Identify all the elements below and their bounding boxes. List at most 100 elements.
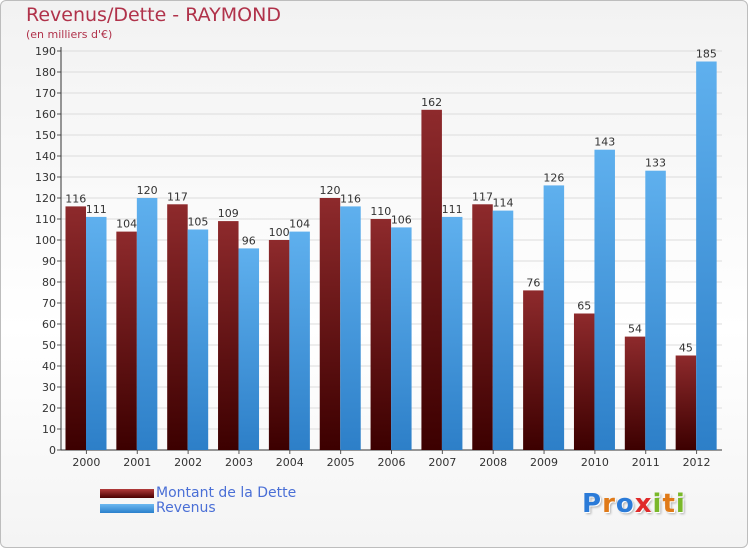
data-label-dette-2004: 100 xyxy=(269,226,290,239)
x-tick-label-2008: 2008 xyxy=(479,456,507,469)
legend-item-dette: Montant de la Dette xyxy=(100,486,296,501)
data-label-dette-2002: 117 xyxy=(167,190,188,203)
bar-revenus-2002 xyxy=(187,229,209,450)
x-tick-label-2005: 2005 xyxy=(327,456,355,469)
data-label-revenus-2006: 106 xyxy=(391,213,412,226)
data-label-dette-2010: 65 xyxy=(577,300,591,313)
bar-revenus-2008 xyxy=(492,210,514,450)
logo-letter: t xyxy=(662,489,676,519)
bar-revenus-2011 xyxy=(645,170,666,450)
x-tick-label-2007: 2007 xyxy=(428,456,456,469)
legend-item-revenus: Revenus xyxy=(100,501,296,516)
y-tick-label: 170 xyxy=(35,87,56,100)
x-tick-label-2006: 2006 xyxy=(378,456,406,469)
y-tick-label: 60 xyxy=(42,318,56,331)
data-label-revenus-2002: 105 xyxy=(187,216,208,229)
x-tick-label-2003: 2003 xyxy=(225,456,253,469)
bar-revenus-2004 xyxy=(289,231,310,450)
bar-dette-2001 xyxy=(116,231,137,450)
y-tick-label: 30 xyxy=(42,381,56,394)
data-label-revenus-2009: 126 xyxy=(543,171,564,184)
data-label-revenus-2008: 114 xyxy=(493,197,514,210)
bar-dette-2008 xyxy=(472,204,493,450)
legend-swatch-dette xyxy=(100,489,154,498)
logo-letter: P xyxy=(582,489,603,519)
bar-dette-2002 xyxy=(167,204,188,450)
data-label-dette-2011: 54 xyxy=(628,323,642,336)
y-tick-label: 70 xyxy=(42,297,56,310)
data-label-dette-2009: 76 xyxy=(526,276,540,289)
legend-label-revenus: Revenus xyxy=(156,500,216,516)
x-tick-label-2011: 2011 xyxy=(632,456,660,469)
data-label-revenus-2012: 185 xyxy=(696,48,717,61)
chart-title: Revenus/Dette - RAYMOND xyxy=(26,4,281,26)
y-tick-label: 80 xyxy=(42,276,56,289)
x-tick-label-2002: 2002 xyxy=(174,456,202,469)
bar-dette-2010 xyxy=(573,313,595,450)
data-label-revenus-2001: 120 xyxy=(137,184,158,197)
x-tick-label-2009: 2009 xyxy=(530,456,558,469)
logo-letter: o xyxy=(615,489,635,519)
data-label-dette-2001: 104 xyxy=(116,218,137,231)
data-label-revenus-2004: 104 xyxy=(289,218,310,231)
proxiti-logo: Proxiti xyxy=(582,489,686,519)
y-tick-label: 120 xyxy=(35,192,56,205)
x-tick-label-2004: 2004 xyxy=(276,456,304,469)
y-tick-label: 20 xyxy=(42,402,56,415)
data-label-dette-2000: 116 xyxy=(65,192,86,205)
data-label-revenus-2003: 96 xyxy=(242,234,256,247)
bar-revenus-2003 xyxy=(238,248,260,450)
data-label-revenus-2011: 133 xyxy=(645,157,666,170)
bar-revenus-2001 xyxy=(136,198,158,450)
chart-legend: Montant de la Dette Revenus xyxy=(100,486,296,516)
y-tick-label: 0 xyxy=(49,444,56,457)
y-tick-label: 180 xyxy=(35,66,56,79)
logo-letter: i xyxy=(675,489,686,519)
logo-letter: i xyxy=(652,489,663,519)
data-label-revenus-2005: 116 xyxy=(340,192,361,205)
logo-letter: r xyxy=(602,489,616,519)
chart-subtitle: (en milliers d'€) xyxy=(26,28,113,41)
bar-dette-2012 xyxy=(675,355,697,450)
bar-revenus-2012 xyxy=(696,61,717,450)
bar-revenus-2007 xyxy=(441,216,463,450)
bar-dette-2006 xyxy=(370,219,392,450)
x-tick-label-2010: 2010 xyxy=(581,456,609,469)
y-tick-label: 90 xyxy=(42,255,56,268)
y-tick-label: 150 xyxy=(35,129,56,142)
x-tick-label-2001: 2001 xyxy=(123,456,151,469)
data-label-dette-2007: 162 xyxy=(421,96,442,109)
bar-dette-2009 xyxy=(523,290,544,450)
y-tick-label: 10 xyxy=(42,423,56,436)
bar-revenus-2005 xyxy=(340,206,361,450)
y-tick-label: 110 xyxy=(35,213,56,226)
data-label-dette-2005: 120 xyxy=(319,184,340,197)
y-tick-label: 130 xyxy=(35,171,56,184)
bar-dette-2011 xyxy=(624,336,646,450)
data-label-dette-2012: 45 xyxy=(679,342,693,355)
x-tick-label-2000: 2000 xyxy=(72,456,100,469)
y-tick-label: 50 xyxy=(42,339,56,352)
y-tick-label: 140 xyxy=(35,150,56,163)
bar-dette-2004 xyxy=(268,240,290,450)
data-label-dette-2003: 109 xyxy=(218,207,239,220)
legend-swatch-revenus xyxy=(100,504,154,513)
bar-revenus-2010 xyxy=(594,149,615,450)
bar-dette-2005 xyxy=(319,198,341,450)
y-tick-label: 100 xyxy=(35,234,56,247)
bar-revenus-2006 xyxy=(391,227,412,450)
data-label-dette-2006: 110 xyxy=(370,205,391,218)
bar-dette-2007 xyxy=(421,109,442,451)
bar-dette-2000 xyxy=(65,206,86,450)
y-tick-label: 160 xyxy=(35,108,56,121)
y-tick-label: 190 xyxy=(35,45,56,58)
data-label-revenus-2007: 111 xyxy=(442,203,463,216)
data-label-revenus-2000: 111 xyxy=(86,203,107,216)
bar-revenus-2009 xyxy=(543,185,565,450)
y-tick-label: 40 xyxy=(42,360,56,373)
bar-revenus-2000 xyxy=(86,216,107,450)
x-tick-label-2012: 2012 xyxy=(683,456,711,469)
bar-dette-2003 xyxy=(218,221,239,450)
data-label-dette-2008: 117 xyxy=(472,190,493,203)
